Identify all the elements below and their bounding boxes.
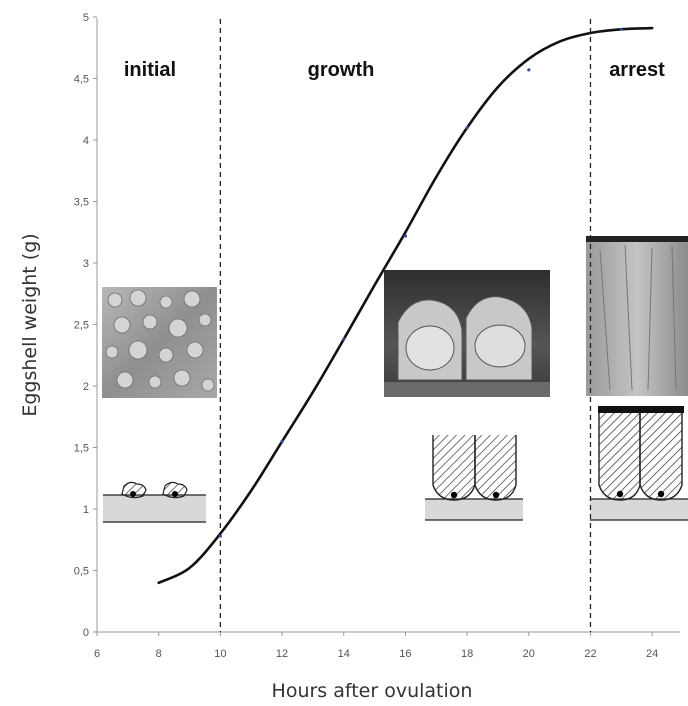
data-point xyxy=(280,439,284,443)
x-axis-title: Hours after ovulation xyxy=(272,680,473,702)
data-series xyxy=(157,26,654,585)
data-point xyxy=(527,68,531,72)
data-points xyxy=(218,27,623,538)
x-tick-label: 14 xyxy=(338,648,350,660)
y-axis-title: Eggshell weight (g) xyxy=(19,233,41,416)
phase-label-growth: growth xyxy=(308,59,375,81)
y-tick-label: 2 xyxy=(83,381,89,393)
schematic-growth xyxy=(425,435,523,521)
phase-labels: initial growth arrest xyxy=(124,59,665,81)
x-tick-label: 8 xyxy=(156,648,162,660)
x-tick-label: 6 xyxy=(94,648,100,660)
sem-growth-image xyxy=(384,270,550,397)
x-tick-label: 24 xyxy=(646,648,658,660)
y-tick-label: 1 xyxy=(83,504,89,516)
x-tick-label: 10 xyxy=(214,648,226,660)
y-tick-label: 1,5 xyxy=(74,443,89,455)
y-tick-label: 4,5 xyxy=(74,74,89,86)
x-tick-label: 18 xyxy=(461,648,473,660)
data-point xyxy=(218,534,222,538)
schematic-initial xyxy=(103,481,206,523)
x-axis-ticks: 6 8 10 12 14 16 18 20 22 24 xyxy=(94,632,658,660)
data-point xyxy=(619,27,623,31)
sem-initial-image xyxy=(102,287,217,398)
data-point xyxy=(465,126,469,130)
weight-curve-line xyxy=(157,26,654,585)
y-tick-label: 0,5 xyxy=(74,566,89,578)
x-tick-label: 20 xyxy=(523,648,535,660)
data-point xyxy=(342,337,346,341)
y-tick-label: 2,5 xyxy=(74,320,89,332)
y-axis-ticks: 0 0,5 1 1,5 2 2,5 3 3,5 4 4,5 5 xyxy=(74,12,97,639)
schematic-arrest xyxy=(590,406,688,521)
x-tick-label: 12 xyxy=(276,648,288,660)
phase-label-arrest: arrest xyxy=(609,59,665,81)
y-tick-label: 5 xyxy=(83,12,89,24)
phase-boundaries xyxy=(219,19,592,632)
data-point xyxy=(403,234,408,238)
y-tick-label: 0 xyxy=(83,627,89,639)
x-tick-label: 22 xyxy=(584,648,596,660)
sem-arrest-image xyxy=(586,236,688,396)
y-tick-label: 4 xyxy=(83,135,89,147)
y-tick-label: 3 xyxy=(83,258,89,270)
y-tick-label: 3,5 xyxy=(74,197,89,209)
x-tick-label: 16 xyxy=(399,648,411,660)
phase-label-initial: initial xyxy=(124,59,176,81)
